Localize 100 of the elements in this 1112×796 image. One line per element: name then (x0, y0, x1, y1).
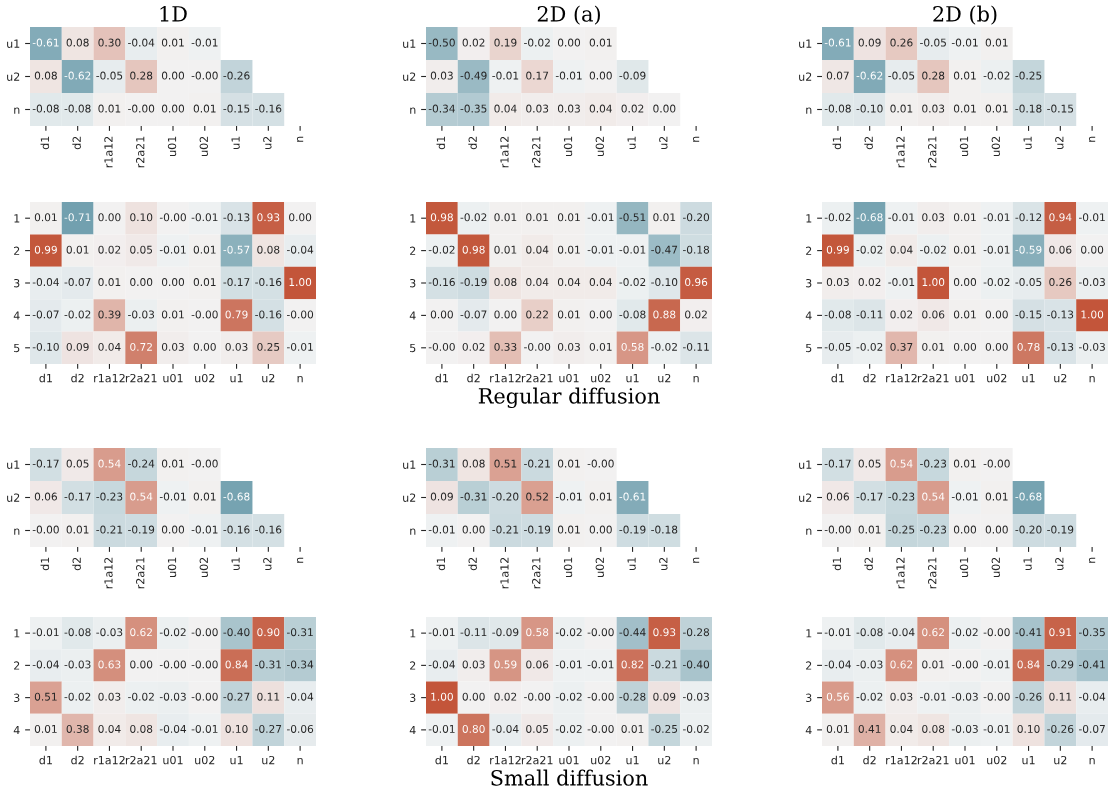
data-label: -0.16 (255, 278, 282, 287)
data-label: 0.00 (130, 278, 153, 287)
data-label: 0.78 (1017, 342, 1040, 351)
data-label: -0.01 (888, 213, 915, 222)
data-label: 0.01 (34, 213, 57, 222)
data-label: -0.23 (888, 492, 915, 501)
data-label: -0.04 (428, 660, 455, 669)
data-label: -0.27 (223, 692, 250, 701)
data-label: 1.00 (289, 278, 312, 287)
data-label: -0.17 (223, 278, 250, 287)
data-label: 0.00 (1081, 245, 1104, 254)
data-label: -0.01 (983, 724, 1010, 733)
y-tick-label: 2 (410, 661, 416, 670)
data-label: -0.02 (619, 278, 646, 287)
data-label: -0.00 (524, 342, 551, 351)
data-label: -0.05 (96, 71, 123, 80)
x-tick-label: u02 (199, 136, 208, 156)
data-label: -0.13 (223, 213, 250, 222)
data-label: 0.26 (1049, 278, 1072, 287)
x-tick-label: u01 (563, 557, 573, 577)
x-tick-label: d1 (435, 755, 448, 765)
data-label: 0.03 (826, 278, 849, 287)
data-label: -0.17 (64, 492, 91, 501)
data-label: -0.07 (460, 310, 487, 319)
data-label: -0.20 (682, 213, 710, 222)
data-label: -0.59 (1015, 245, 1042, 254)
data-label: 0.54 (130, 492, 153, 501)
data-label: 0.82 (621, 660, 644, 669)
data-label: 0.01 (985, 38, 1008, 47)
data-label: -0.68 (1015, 492, 1042, 501)
data-label: -0.05 (824, 342, 851, 351)
data-label: -0.07 (1078, 724, 1105, 733)
data-label: 0.79 (225, 310, 248, 319)
data-label: 0.38 (66, 724, 89, 733)
x-tick-label: d2 (467, 755, 480, 765)
data-label: -0.01 (983, 213, 1010, 222)
data-label: -0.68 (223, 492, 250, 501)
x-tick-label: u2 (658, 755, 671, 765)
data-label: 0.52 (526, 492, 548, 501)
data-label: 0.00 (161, 525, 185, 534)
data-label: -0.24 (128, 459, 155, 468)
data-label: -0.07 (64, 278, 91, 287)
x-tick-label: d2 (863, 373, 876, 383)
data-label: 0.00 (557, 38, 581, 47)
data-label: -0.16 (255, 104, 282, 113)
data-label: -0.17 (856, 492, 883, 501)
data-label: 0.01 (557, 245, 580, 254)
x-tick-label: u02 (595, 136, 604, 156)
data-label: -0.00 (286, 310, 314, 319)
data-label: 0.01 (494, 213, 517, 222)
y-tick-label: 3 (806, 693, 812, 702)
data-label: -0.44 (619, 628, 646, 637)
data-label: 0.84 (225, 660, 248, 669)
data-label: 0.01 (985, 492, 1008, 501)
data-label: -0.03 (1078, 278, 1105, 287)
x-tick-label: d2 (468, 557, 477, 571)
data-label: -0.05 (1015, 278, 1042, 287)
data-label: 1.00 (922, 278, 945, 287)
y-tick-label: 4 (13, 311, 20, 320)
y-tick-label: u1 (799, 39, 812, 48)
x-tick-label: d1 (40, 557, 50, 571)
data-label: 0.01 (953, 71, 976, 80)
data-label: 0.11 (257, 692, 280, 701)
data-label: 0.01 (193, 278, 216, 287)
x-tick-label: d1 (436, 136, 446, 150)
data-label: 0.00 (985, 342, 1008, 351)
data-label: 0.04 (526, 278, 549, 287)
data-label: -0.16 (428, 278, 455, 287)
x-tick-label: u02 (195, 755, 215, 765)
data-label: -0.15 (1015, 310, 1042, 319)
data-label: 0.02 (462, 38, 485, 47)
data-label: -0.02 (856, 342, 883, 351)
data-label: -0.20 (1015, 525, 1042, 534)
data-label: 0.01 (858, 525, 881, 534)
y-tick-label: 2 (14, 661, 20, 670)
data-label: -0.02 (856, 692, 883, 701)
data-label: 0.01 (494, 245, 517, 254)
x-tick-label: u2 (658, 373, 671, 383)
data-label: -0.11 (460, 628, 487, 637)
data-label: 0.03 (526, 104, 549, 113)
data-label: 0.04 (494, 104, 517, 113)
data-label: 0.06 (826, 492, 849, 501)
data-label: -0.02 (983, 71, 1010, 80)
data-label: -0.01 (1078, 213, 1105, 222)
data-label: -0.01 (191, 38, 218, 47)
data-label: -0.16 (255, 525, 282, 534)
data-label: -0.21 (96, 525, 123, 534)
data-label: 0.01 (922, 660, 944, 669)
data-label: 0.01 (161, 459, 184, 468)
data-label: 0.01 (557, 213, 580, 222)
x-tick-label: u02 (991, 557, 1000, 577)
data-label: 0.00 (985, 525, 1008, 534)
data-label: 0.01 (922, 342, 944, 351)
data-label: -0.40 (223, 628, 250, 637)
data-label: -0.01 (191, 213, 218, 222)
data-label: 0.02 (685, 310, 707, 319)
data-label: -0.02 (824, 213, 851, 222)
data-label: -0.01 (619, 245, 646, 254)
data-label: -0.10 (651, 278, 678, 287)
x-tick-label: r2a21 (917, 755, 949, 765)
